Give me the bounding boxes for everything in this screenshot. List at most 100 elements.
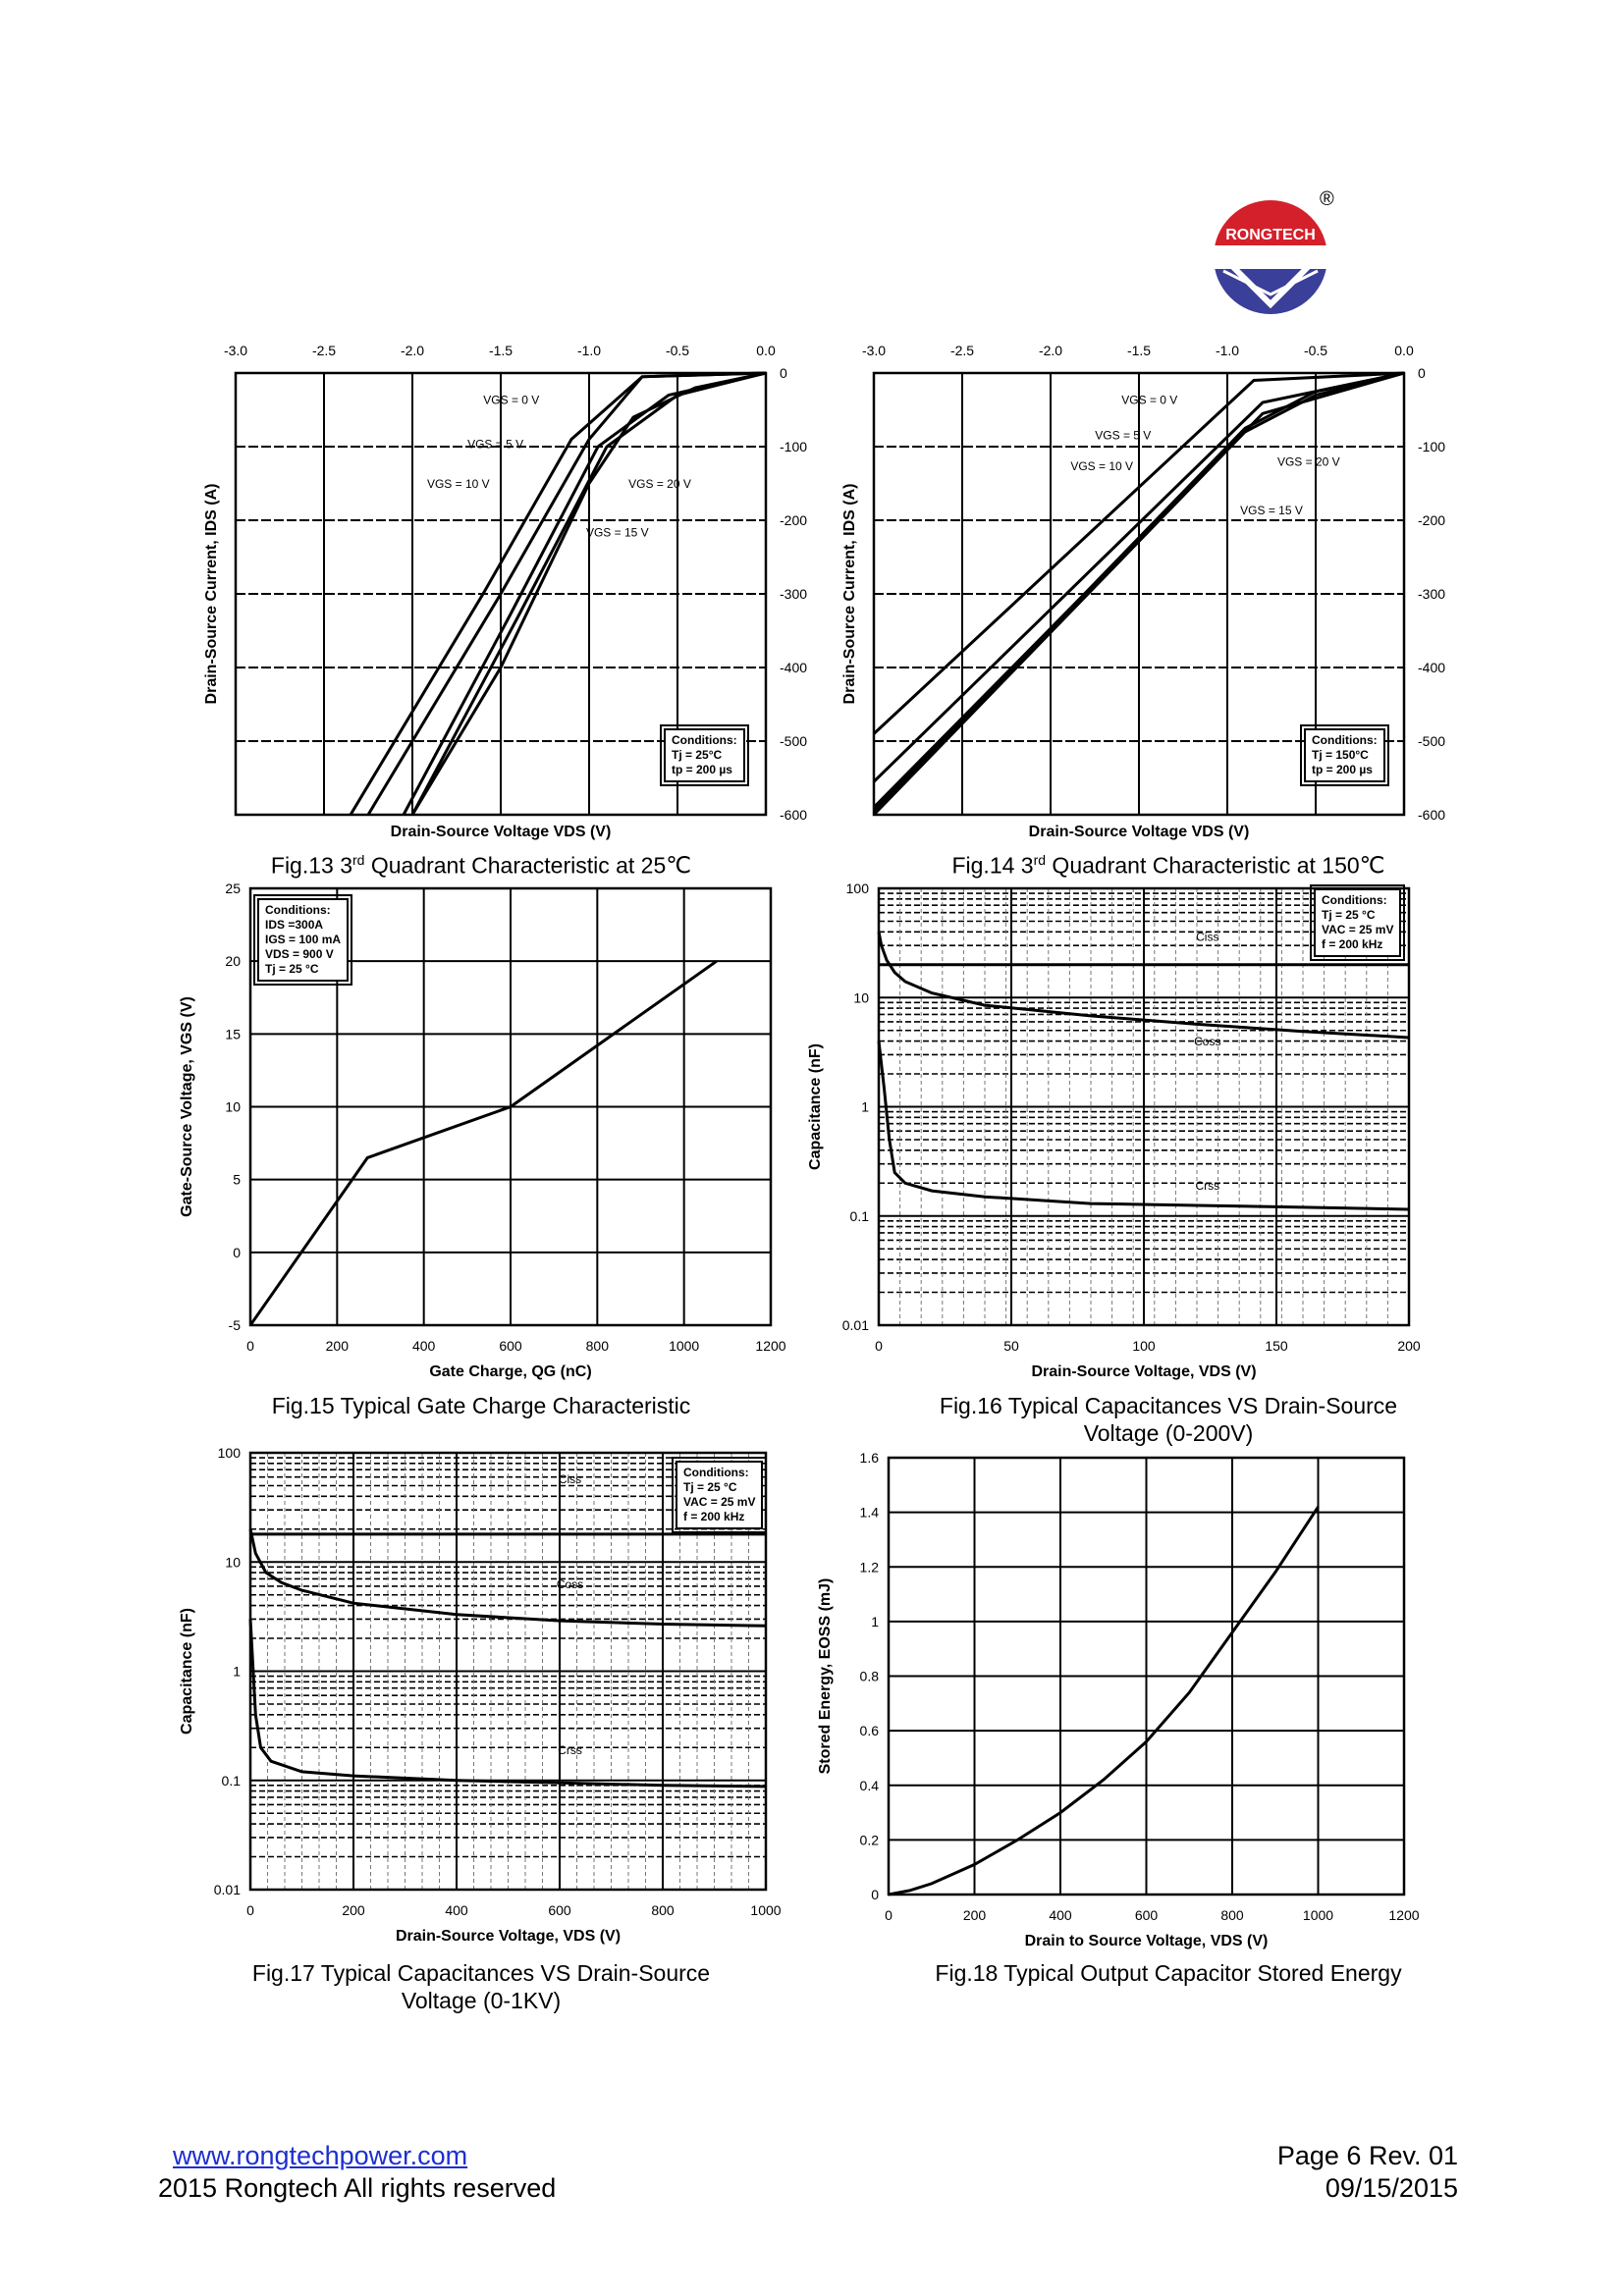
- x-tick-label: -0.5: [666, 343, 689, 358]
- website-link[interactable]: www.rongtechpower.com: [173, 2141, 468, 2170]
- series-annotation: Crss: [558, 1743, 582, 1757]
- series-annotation: Coss: [557, 1577, 583, 1591]
- plot-frame: [248, 886, 773, 1327]
- x-axis-label: Gate Charge, QG (nC): [429, 1363, 591, 1380]
- x-tick-label: 1200: [755, 1338, 785, 1354]
- series-annotation: VGS = 5 V: [467, 438, 523, 452]
- x-tick-label: 0.0: [1394, 343, 1414, 358]
- x-tick-label: 0: [875, 1338, 883, 1354]
- y-axis-label: Stored Energy, EOSS (mJ): [817, 1578, 834, 1775]
- plot-frame: [877, 886, 1411, 1327]
- series-line-coss: [248, 1528, 767, 1628]
- fig14-caption: Fig.14 3rd Quadrant Characteristic at 15…: [951, 852, 1385, 879]
- x-tick-label: 200: [342, 1902, 365, 1918]
- series-annotation: Ciss: [1196, 930, 1218, 943]
- x-axis-label: Drain-Source Voltage, VDS (V): [396, 1928, 621, 1945]
- x-tick-label: 1200: [1388, 1907, 1419, 1923]
- y-axis-label: Capacitance (nF): [179, 1608, 195, 1735]
- fig13-caption: Fig.13 3rd Quadrant Characteristic at 25…: [270, 852, 692, 879]
- y-tick-label: 15: [225, 1026, 241, 1041]
- x-tick-label: 400: [412, 1338, 436, 1354]
- y-tick-label: 10: [225, 1099, 241, 1115]
- fig16-conditions: Conditions: Tj = 25 °C VAC = 25 mV f = 200 …: [1309, 884, 1406, 961]
- y-tick-label: -600: [1418, 807, 1445, 823]
- y-tick-label: -300: [1418, 586, 1445, 602]
- x-tick-label: 50: [1003, 1338, 1019, 1354]
- y-tick-label: 0.01: [214, 1882, 241, 1897]
- y-tick-label: 0.4: [860, 1778, 880, 1793]
- y-tick-label: -400: [1418, 660, 1445, 675]
- series-line-eoss: [888, 1506, 1320, 1896]
- fig13-chart: -3.0 -2.5 -2.0 -1.5 -1.0 -0.5 0.0 0 -100 -200 -300…: [203, 343, 807, 840]
- y-tick-label: 1.4: [860, 1505, 880, 1521]
- x-tick-label: -2.0: [401, 343, 424, 358]
- y-tick-label: -300: [780, 586, 807, 602]
- series-annotation: VGS = 15 V: [586, 526, 649, 540]
- x-tick-label: 800: [651, 1902, 675, 1918]
- fig16-caption: Fig.16 Typical Capacitances VS Drain-Sou…: [939, 1393, 1398, 1446]
- series-annotation: VGS = 5 V: [1095, 429, 1151, 443]
- x-tick-label: -0.5: [1304, 343, 1327, 358]
- company-logo: RONGTECH: [1210, 196, 1332, 319]
- y-tick-label: 20: [225, 953, 241, 969]
- fig15-conditions: Conditions: IDS =300A IGS = 100 mA VDS = 90…: [252, 894, 353, 986]
- y-tick-label: 1: [871, 1614, 879, 1629]
- series-line-vgs-20-v: [402, 371, 767, 816]
- y-tick-label: 0: [780, 365, 787, 381]
- x-tick-label: -3.0: [862, 343, 886, 358]
- x-tick-label: -3.0: [224, 343, 247, 358]
- fig17-chart: 0 200 400 600 800 1000 100 10 1 0.1 0.01 Drain-Sour…: [179, 1445, 782, 1945]
- x-tick-label: -1.0: [577, 343, 601, 358]
- y-tick-label: 1.2: [860, 1559, 880, 1575]
- y-tick-label: -500: [1418, 733, 1445, 749]
- x-tick-label: 0: [885, 1907, 893, 1923]
- date-text: 09/15/2015: [1325, 2173, 1458, 2203]
- y-tick-label: -100: [780, 439, 807, 454]
- x-tick-label: 600: [499, 1338, 522, 1354]
- x-tick-label: 1000: [669, 1338, 699, 1354]
- fig14-chart: -3.0 -2.5 -2.0 -1.5 -1.0 -0.5 0.0 0 -100 -200 -300…: [841, 343, 1445, 840]
- x-tick-label: 800: [586, 1338, 610, 1354]
- fig17-conditions: Conditions: Tj = 25 °C VAC = 25 mV f = 200 …: [671, 1457, 768, 1533]
- x-tick-label: -2.5: [950, 343, 974, 358]
- y-tick-label: 0.2: [860, 1832, 880, 1847]
- y-tick-label: -5: [229, 1317, 242, 1333]
- y-tick-label: 0.1: [222, 1773, 242, 1789]
- registered-mark: ®: [1320, 188, 1334, 210]
- x-tick-label: 200: [963, 1907, 987, 1923]
- y-tick-label: 1: [861, 1099, 869, 1115]
- series-line-crss: [248, 1619, 767, 1789]
- y-tick-label: 0.8: [860, 1669, 880, 1684]
- x-axis-label: Drain-Source Voltage VDS (V): [1029, 824, 1250, 840]
- series-line-coss: [877, 932, 1410, 1040]
- y-tick-label: 25: [225, 881, 241, 896]
- x-axis-label: Drain to Source Voltage, VDS (V): [1025, 1933, 1269, 1949]
- y-tick-label: 0.01: [842, 1317, 869, 1333]
- plot-frame: [887, 1456, 1406, 1896]
- y-axis-label: Drain-Source Current, IDS (A): [841, 484, 858, 705]
- x-tick-label: 100: [1132, 1338, 1156, 1354]
- series-annotation: VGS = 10 V: [427, 477, 490, 491]
- y-tick-label: 0: [871, 1887, 879, 1902]
- fig15-caption: Fig.15 Typical Gate Charge Characteristi…: [271, 1393, 691, 1418]
- fig13-conditions: Conditions: Tj = 25°C tp = 200 µs: [660, 724, 749, 786]
- y-tick-label: -500: [780, 733, 807, 749]
- series-line-vgs: [248, 959, 718, 1326]
- y-tick-label: 10: [225, 1554, 241, 1570]
- y-tick-label: 1: [233, 1664, 241, 1680]
- x-axis-label: Drain-Source Voltage, VDS (V): [1031, 1363, 1256, 1380]
- y-tick-label: 10: [853, 989, 869, 1005]
- x-axis-label: Drain-Source Voltage VDS (V): [391, 824, 612, 840]
- x-tick-label: -2.0: [1039, 343, 1062, 358]
- y-tick-label: 100: [846, 881, 870, 896]
- y-tick-label: 0.1: [850, 1208, 870, 1224]
- page-rev-text: Page 6 Rev. 01: [1276, 2141, 1458, 2170]
- series-line-crss: [877, 1041, 1410, 1211]
- y-tick-label: 0.6: [860, 1723, 880, 1738]
- x-tick-label: -2.5: [312, 343, 336, 358]
- logo-text: RONGTECH: [1225, 227, 1316, 243]
- series-annotation: VGS = 0 V: [1121, 394, 1177, 407]
- fig18-chart: 0 200 400 600 800 1000 1200 1.6 1.4 1.2 1 0.8 0.6 0.4…: [817, 1450, 1420, 1949]
- series-line-vgs-0-v: [872, 371, 1405, 735]
